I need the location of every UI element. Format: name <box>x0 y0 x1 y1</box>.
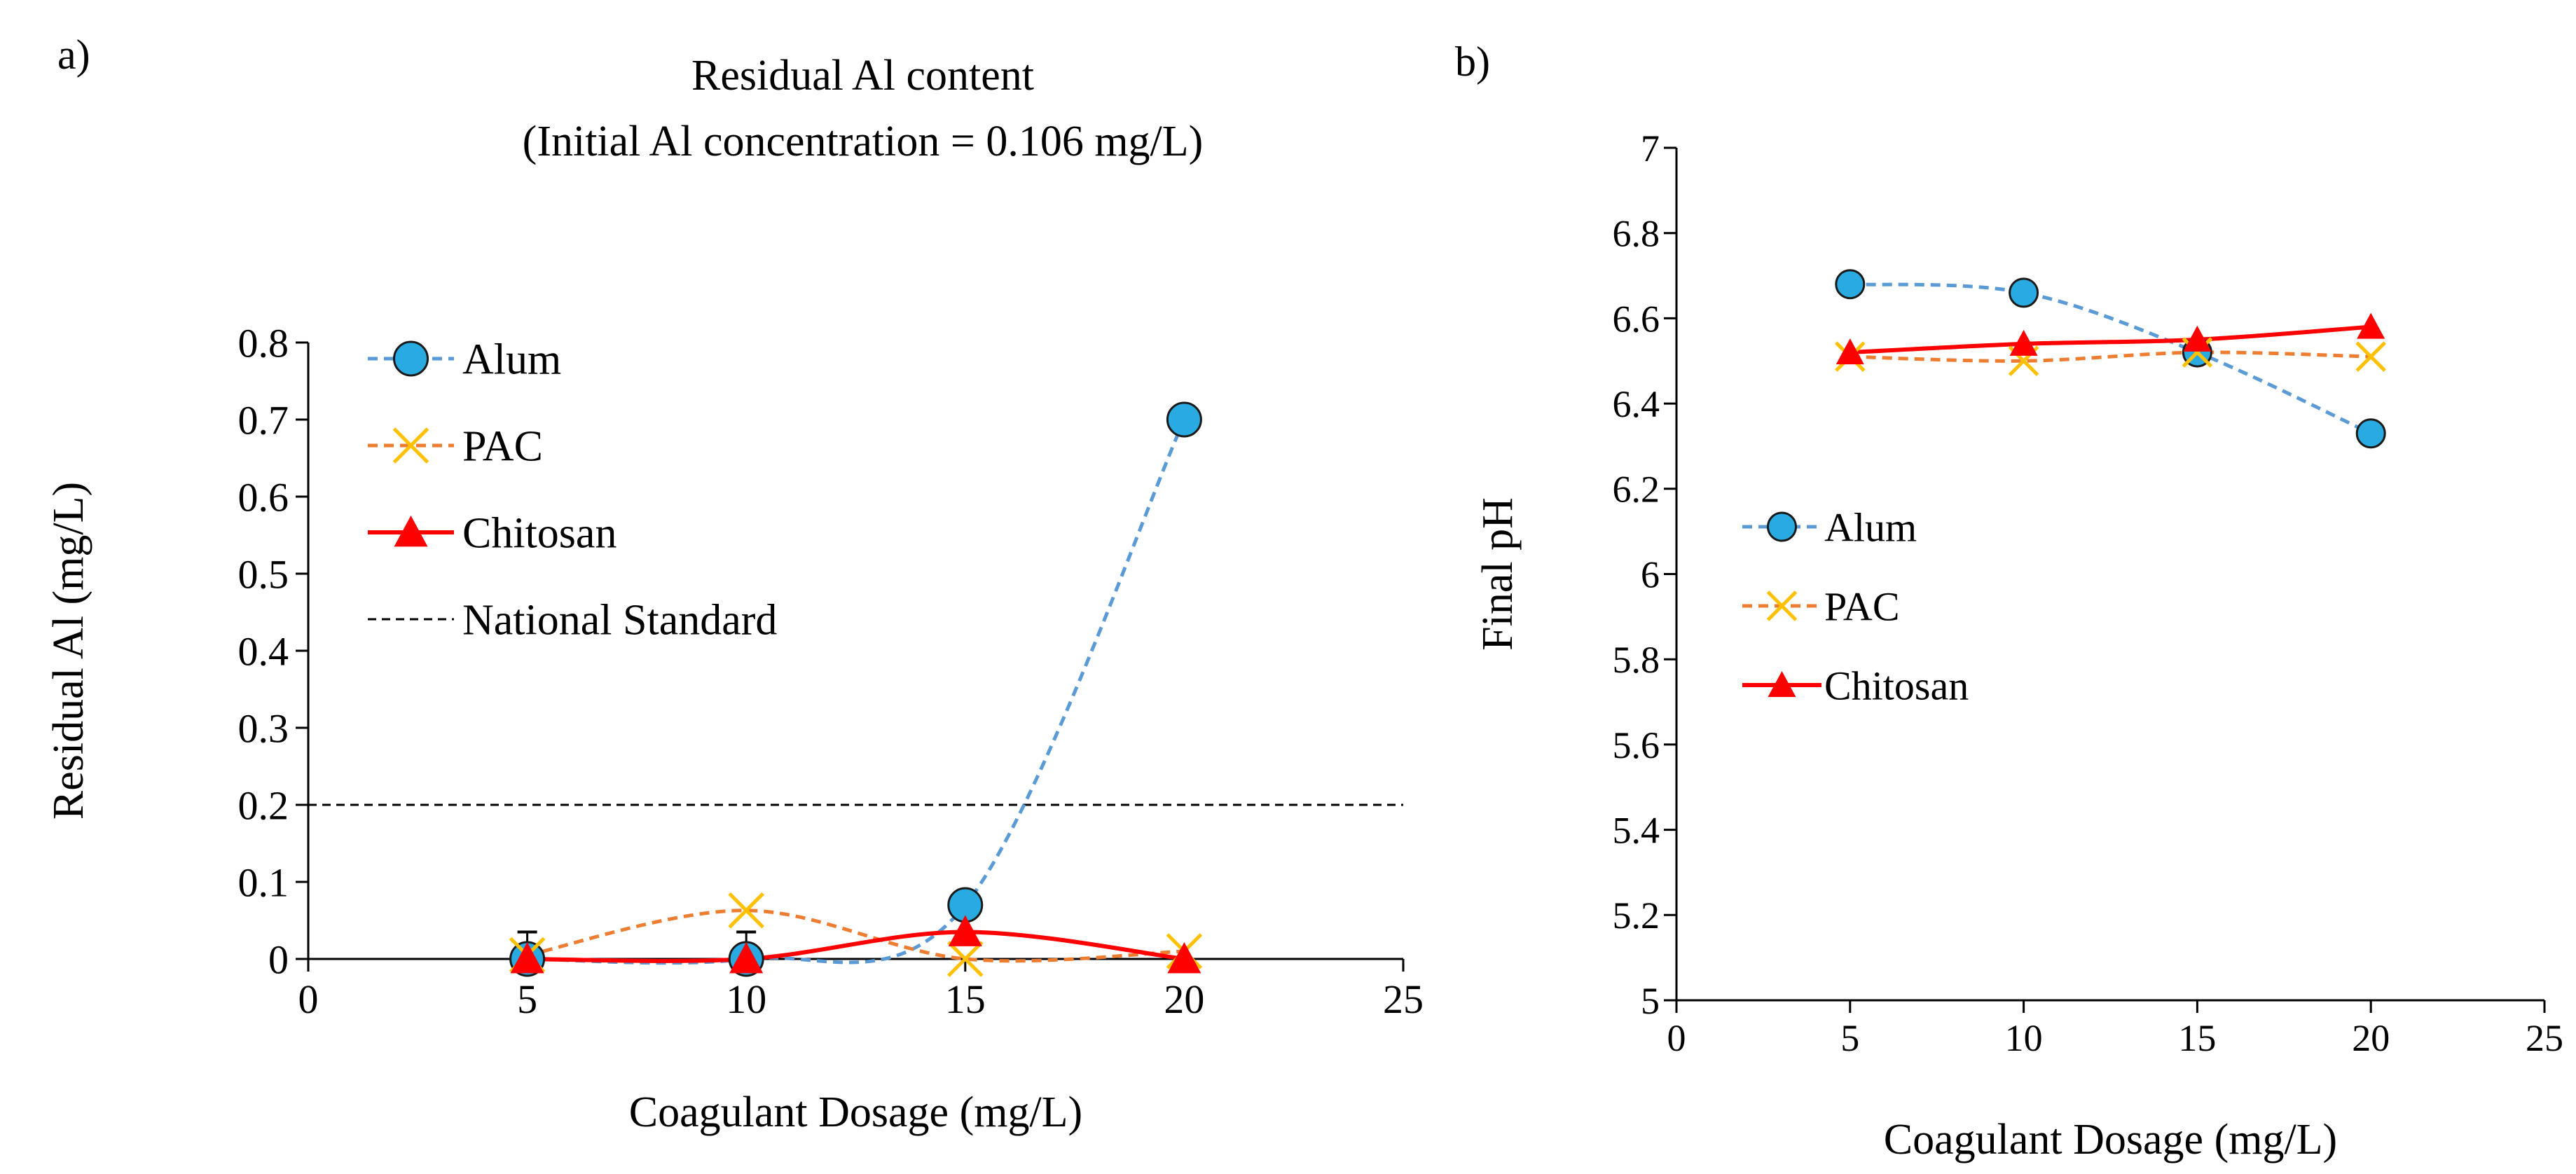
y-axis-label: Residual Al (mg/L) <box>45 482 92 820</box>
x-axis-label: Coagulant Dosage (mg/L) <box>629 1089 1082 1136</box>
y-tick-label: 0.4 <box>238 628 289 674</box>
pac-marker-stroke <box>392 427 429 464</box>
data-point-alum <box>1835 269 1866 300</box>
chart-panel-a: a) Residual Al content (Initial Al concent… <box>45 32 1424 1136</box>
legend-entry-national-standard: National Standard <box>368 597 777 644</box>
series-line-alum <box>1850 282 2372 435</box>
y-tick-label: 6.2 <box>1613 469 1660 511</box>
x-tick-label: 15 <box>945 976 986 1022</box>
x-tick-label: 0 <box>1667 1017 1686 1059</box>
y-tick-label: 5.2 <box>1613 895 1660 937</box>
data-point-alum <box>1166 401 1202 438</box>
data-point-chitosan <box>2009 329 2038 356</box>
x-tick-label: 25 <box>2526 1017 2563 1059</box>
chart-subtitle: (Initial Al concentration = 0.106 mg/L) <box>523 118 1204 165</box>
chart-title: Residual Al content <box>691 52 1034 99</box>
y-tick-label: 5.8 <box>1613 639 1660 681</box>
x-tick-label: 20 <box>2352 1017 2390 1059</box>
y-tick-label: 0.2 <box>238 782 289 828</box>
y-tick-label: 5 <box>1641 980 1660 1022</box>
y-tick-label: 6 <box>1641 553 1660 595</box>
y-tick-label: 6.6 <box>1613 298 1660 340</box>
x-tick-label: 5 <box>517 976 537 1022</box>
y-tick-label: 0.8 <box>238 320 289 366</box>
y-tick-label: 0.6 <box>238 474 289 520</box>
x-tick-label: 10 <box>2005 1017 2043 1059</box>
x-axis-label: Coagulant Dosage (mg/L) <box>1884 1116 2337 1163</box>
data-point-pac <box>728 892 764 929</box>
legend-entry-pac: PAC <box>368 423 543 471</box>
legend-label: PAC <box>462 423 543 471</box>
legend-swatch-marker <box>1766 591 1798 621</box>
legend-swatch-marker <box>393 340 429 377</box>
legend: Alum PAC Chitosan National Standard <box>368 336 777 644</box>
legend-entry-chitosan: Chitosan <box>368 510 617 558</box>
x-tick-label: 5 <box>1840 1017 1859 1059</box>
legend-entry-alum: Alum <box>1742 504 1917 550</box>
data-point-alum <box>2355 418 2386 449</box>
panel-label: a) <box>57 32 90 78</box>
data-point-chitosan <box>2183 325 2212 352</box>
series-line-chitosan <box>1850 324 2371 355</box>
y-tick-label: 6.4 <box>1613 383 1660 425</box>
y-tick-label: 0 <box>268 937 289 982</box>
data-point-alum <box>2009 277 2039 308</box>
data-point-chitosan <box>1167 942 1201 974</box>
legend-label: Alum <box>462 336 561 384</box>
data-point-pac <box>2355 341 2386 372</box>
data-point-chitosan <box>729 942 764 974</box>
data-point-pac <box>947 941 984 977</box>
y-tick-label: 0.1 <box>238 859 289 905</box>
y-tick-label: 0.7 <box>238 397 289 443</box>
pac-marker-stroke <box>947 941 984 977</box>
x-tick-label: 20 <box>1164 976 1204 1022</box>
pac-marker-stroke <box>728 892 764 929</box>
y-tick-label: 5.4 <box>1613 810 1660 852</box>
data-point-chitosan <box>510 942 544 974</box>
x-tick-label: 0 <box>298 976 319 1022</box>
y-axis-label: Final pH <box>1474 497 1522 651</box>
pac-marker-stroke <box>2355 341 2386 372</box>
legend-label: Alum <box>1824 504 1917 550</box>
pac-marker-stroke <box>1766 591 1798 621</box>
legend-entry-alum: Alum <box>368 336 561 384</box>
series-line-pac <box>1850 350 2371 363</box>
panel-label: b) <box>1455 39 1490 85</box>
legend-label: Chitosan <box>1824 663 1969 708</box>
chart-panel-b: b)55.25.45.65.866.26.46.66.870 5 10 15 20 25C… <box>1455 39 2563 1163</box>
series-line-pac <box>527 909 1185 963</box>
legend-label: PAC <box>1824 583 1900 629</box>
legend-swatch-marker <box>394 516 428 547</box>
legend: Alum PAC Chitosan <box>1742 504 1969 708</box>
legend-swatch-marker <box>392 427 429 464</box>
x-tick-label: 10 <box>726 976 766 1022</box>
data-point-chitosan <box>1835 338 1864 365</box>
series-line-alum <box>527 418 1186 965</box>
y-tick-label: 0.3 <box>238 705 289 751</box>
y-tick-label: 7 <box>1641 127 1660 170</box>
x-tick-label: 15 <box>2178 1017 2216 1059</box>
legend-entry-chitosan: Chitosan <box>1742 663 1969 708</box>
y-tick-label: 0.5 <box>238 551 289 597</box>
y-tick-label: 5.6 <box>1613 724 1660 766</box>
series-line-chitosan <box>527 930 1185 963</box>
data-point-chitosan <box>948 915 982 946</box>
legend-entry-pac: PAC <box>1742 583 1900 629</box>
y-tick-label: 6.8 <box>1613 213 1660 255</box>
data-point-chitosan <box>2357 312 2385 339</box>
legend-swatch-marker <box>1767 511 1797 542</box>
legend-label: Chitosan <box>462 510 617 558</box>
x-tick-label: 25 <box>1383 976 1424 1022</box>
legend-swatch-marker <box>1768 671 1796 697</box>
legend-label: National Standard <box>462 597 777 644</box>
